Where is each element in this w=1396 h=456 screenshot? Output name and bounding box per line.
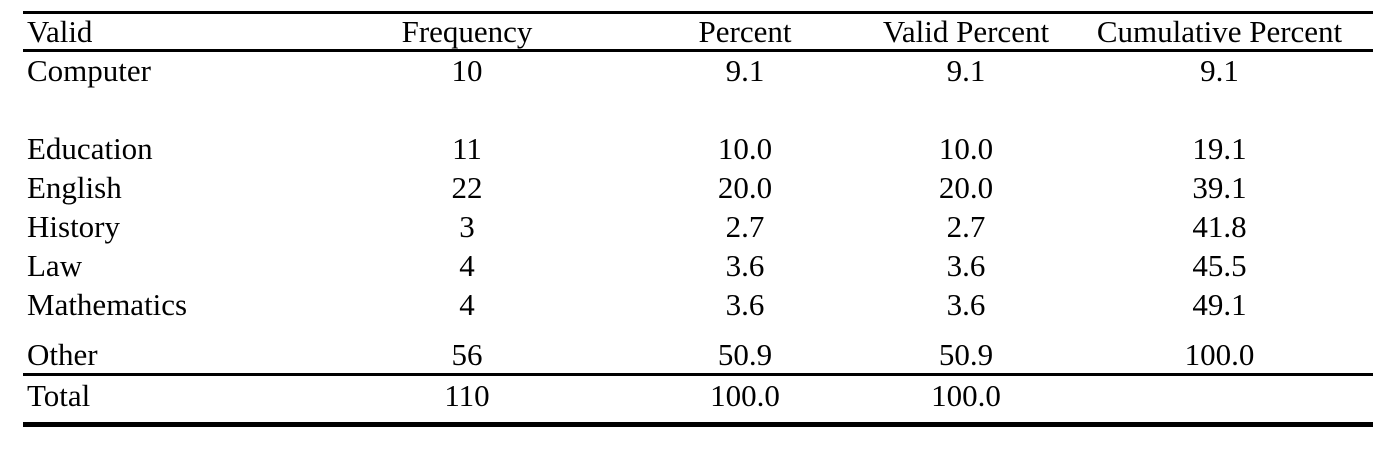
cell-percent: 10.0 xyxy=(717,130,773,166)
cell-cumulative-percent: 9.1 xyxy=(1200,53,1239,89)
header-row: Valid Frequency Percent Valid Percent Cu… xyxy=(23,12,1373,51)
cell-frequency: 3 xyxy=(459,208,475,244)
cell-percent: 9.1 xyxy=(725,53,765,89)
cell-cumulative-percent: 39.1 xyxy=(1192,169,1247,205)
cell-frequency: 56 xyxy=(451,336,483,372)
cell-valid-percent: 10.0 xyxy=(938,130,994,166)
cell-valid-percent: 3.6 xyxy=(946,247,986,283)
table-row-english: English 22 20.0 20.0 39.1 xyxy=(23,168,1373,207)
blank-cell xyxy=(23,90,1373,129)
cell-percent: 50.9 xyxy=(717,336,773,372)
cell-frequency: 22 xyxy=(451,169,483,205)
cell-valid-percent: 2.7 xyxy=(946,208,986,244)
cell-frequency: 11 xyxy=(452,130,482,166)
cell-cumulative-percent: 100.0 xyxy=(1184,336,1255,372)
cell-frequency: 4 xyxy=(459,247,475,283)
cell-valid-percent: 20.0 xyxy=(938,169,994,205)
frequency-table: Valid Frequency Percent Valid Percent Cu… xyxy=(23,11,1373,427)
cell-percent: 2.7 xyxy=(725,208,765,244)
header-cumulative-percent: Cumulative Percent xyxy=(1096,14,1343,49)
cell-category: Computer xyxy=(27,53,151,89)
cell-category: Other xyxy=(27,336,98,372)
cell-total-label: Total xyxy=(27,377,91,413)
cell-percent: 3.6 xyxy=(725,247,765,283)
cell-category: Law xyxy=(27,247,83,283)
table-row-law: Law 4 3.6 3.6 45.5 xyxy=(23,246,1373,285)
header-valid: Valid xyxy=(27,14,93,49)
cell-percent: 3.6 xyxy=(725,286,765,322)
cell-cumulative-percent: 49.1 xyxy=(1192,286,1247,322)
cell-valid-percent: 50.9 xyxy=(938,336,994,372)
cell-total-cumulative-percent xyxy=(1066,375,1373,415)
table-row-total: Total 110 100.0 100.0 xyxy=(23,375,1373,415)
cell-valid-percent: 9.1 xyxy=(946,53,986,89)
table-header: Valid Frequency Percent Valid Percent Cu… xyxy=(23,12,1373,51)
header-frequency: Frequency xyxy=(401,14,533,49)
table-row-history: History 3 2.7 2.7 41.8 xyxy=(23,207,1373,246)
cell-total-valid-percent: 100.0 xyxy=(931,377,1001,413)
header-percent: Percent xyxy=(698,14,792,49)
blank-cell xyxy=(23,324,1373,336)
cell-cumulative-percent: 41.8 xyxy=(1192,208,1247,244)
cell-total-percent: 100.0 xyxy=(710,377,780,413)
cell-cumulative-percent: 45.5 xyxy=(1192,247,1247,283)
cell-total-frequency: 110 xyxy=(444,377,490,413)
cell-percent: 20.0 xyxy=(717,169,773,205)
cell-category: Education xyxy=(27,130,153,166)
cell-category: Mathematics xyxy=(27,286,188,322)
table-row-other: Other 56 50.9 50.9 100.0 xyxy=(23,336,1373,375)
cell-frequency: 4 xyxy=(459,286,475,322)
cell-category: English xyxy=(27,169,122,205)
blank-cell xyxy=(23,415,1373,425)
table-row-education: Education 11 10.0 10.0 19.1 xyxy=(23,129,1373,168)
cell-category: History xyxy=(27,208,120,244)
small-gap-row xyxy=(23,324,1373,336)
cell-cumulative-percent: 19.1 xyxy=(1192,130,1247,166)
table-body: Computer 10 9.1 9.1 9.1 Education 11 10.… xyxy=(23,51,1373,425)
table-row-computer: Computer 10 9.1 9.1 9.1 xyxy=(23,51,1373,90)
cell-valid-percent: 3.6 xyxy=(946,286,986,322)
blank-row xyxy=(23,90,1373,129)
cell-frequency: 10 xyxy=(451,53,483,89)
table-row-mathematics: Mathematics 4 3.6 3.6 49.1 xyxy=(23,285,1373,324)
header-valid-percent: Valid Percent xyxy=(882,14,1050,49)
end-spacer-row xyxy=(23,415,1373,425)
